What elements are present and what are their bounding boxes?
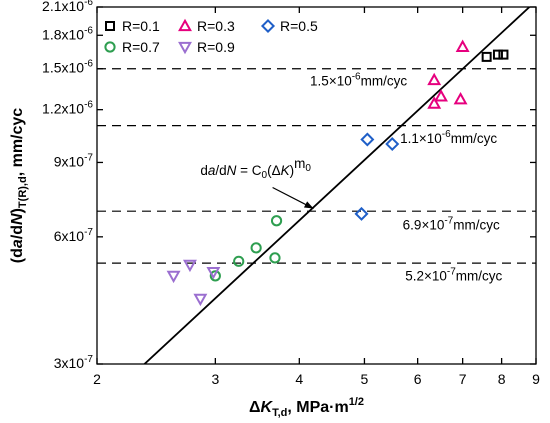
x-tick-label: 7 [459,371,467,387]
data-points [166,39,509,307]
legend-label: R=0.3 [197,18,235,34]
legend-label: R=0.5 [280,18,318,34]
annotations: 1.5×10-6mm/cyc 1.1×10-6mm/cyc 6.9×10-7mm/c… [200,71,502,283]
data-point [270,215,283,227]
data-point [385,137,400,152]
plot-area-frame [96,6,537,365]
legend-label: R=0.7 [122,39,160,55]
y-tick-label: 1.5x10-6 [42,59,93,76]
y-axis-title: (da/dN)T(R),d, mm/cyc [9,108,29,263]
data-point [498,49,509,60]
legend-marker [104,41,116,53]
legend-marker [178,41,192,55]
data-point [166,270,181,284]
x-tick-label: 6 [414,371,422,387]
x-tick-label: 9 [532,371,540,387]
axes: 2 3 4 5 6 7 8 9 3x10-7 6x10-7 9x10-7 1.2x10-6 1.5x10… [9,0,540,419]
legend-label: R=0.1 [122,18,160,34]
legend-marker [178,18,192,32]
data-point [250,242,262,254]
y-tick-label: 1.8x10-6 [42,25,93,42]
y-tick-label: 6x10-7 [54,227,94,244]
fit-equation: da/dN = C0(ΔK)m0 [200,156,311,181]
data-point [434,89,448,102]
data-point [209,270,221,282]
y-tick-label: 9x10-7 [54,152,94,169]
x-tick-label: 2 [93,371,101,387]
reference-line-label: 5.2×10-7mm/cyc [405,266,502,283]
y-tick-label: 3x10-7 [54,354,94,371]
data-point [453,91,468,105]
legend-label: R=0.9 [197,39,235,55]
fit-line-group [143,7,531,364]
x-axis-title: ΔKT,d, MPa·m1/2 [249,396,364,419]
reference-line-label: 1.5×10-6mm/cyc [310,71,407,88]
data-point [455,39,470,52]
equation-arrow-head [303,201,314,209]
x-tick-label: 4 [295,371,303,387]
data-point [427,96,442,109]
data-point [481,51,492,62]
x-tick-label: 3 [211,371,219,387]
data-point [269,252,281,264]
reference-line-label: 1.1×10-6mm/cyc [400,129,497,146]
reference-line-label: 6.9×10-7mm/cyc [403,215,500,232]
data-point [182,259,197,273]
legend: R=0.1 R=0.3 R=0.5 R=0.7 R=0.9 [104,18,318,55]
data-point [206,267,221,280]
y-tick-label: 1.2x10-6 [42,100,93,117]
data-point [360,132,375,147]
y-tick-label: 2.1x10-6 [42,0,93,14]
reference-lines [97,68,536,264]
data-point [427,72,442,86]
data-point [354,206,369,221]
x-tick-label: 5 [361,371,369,387]
data-point [233,255,245,267]
x-tick-label: 8 [498,371,506,387]
data-point [492,49,503,60]
legend-marker [105,21,115,31]
data-point [193,293,208,307]
fit-line [143,7,531,364]
legend-marker [260,18,276,34]
